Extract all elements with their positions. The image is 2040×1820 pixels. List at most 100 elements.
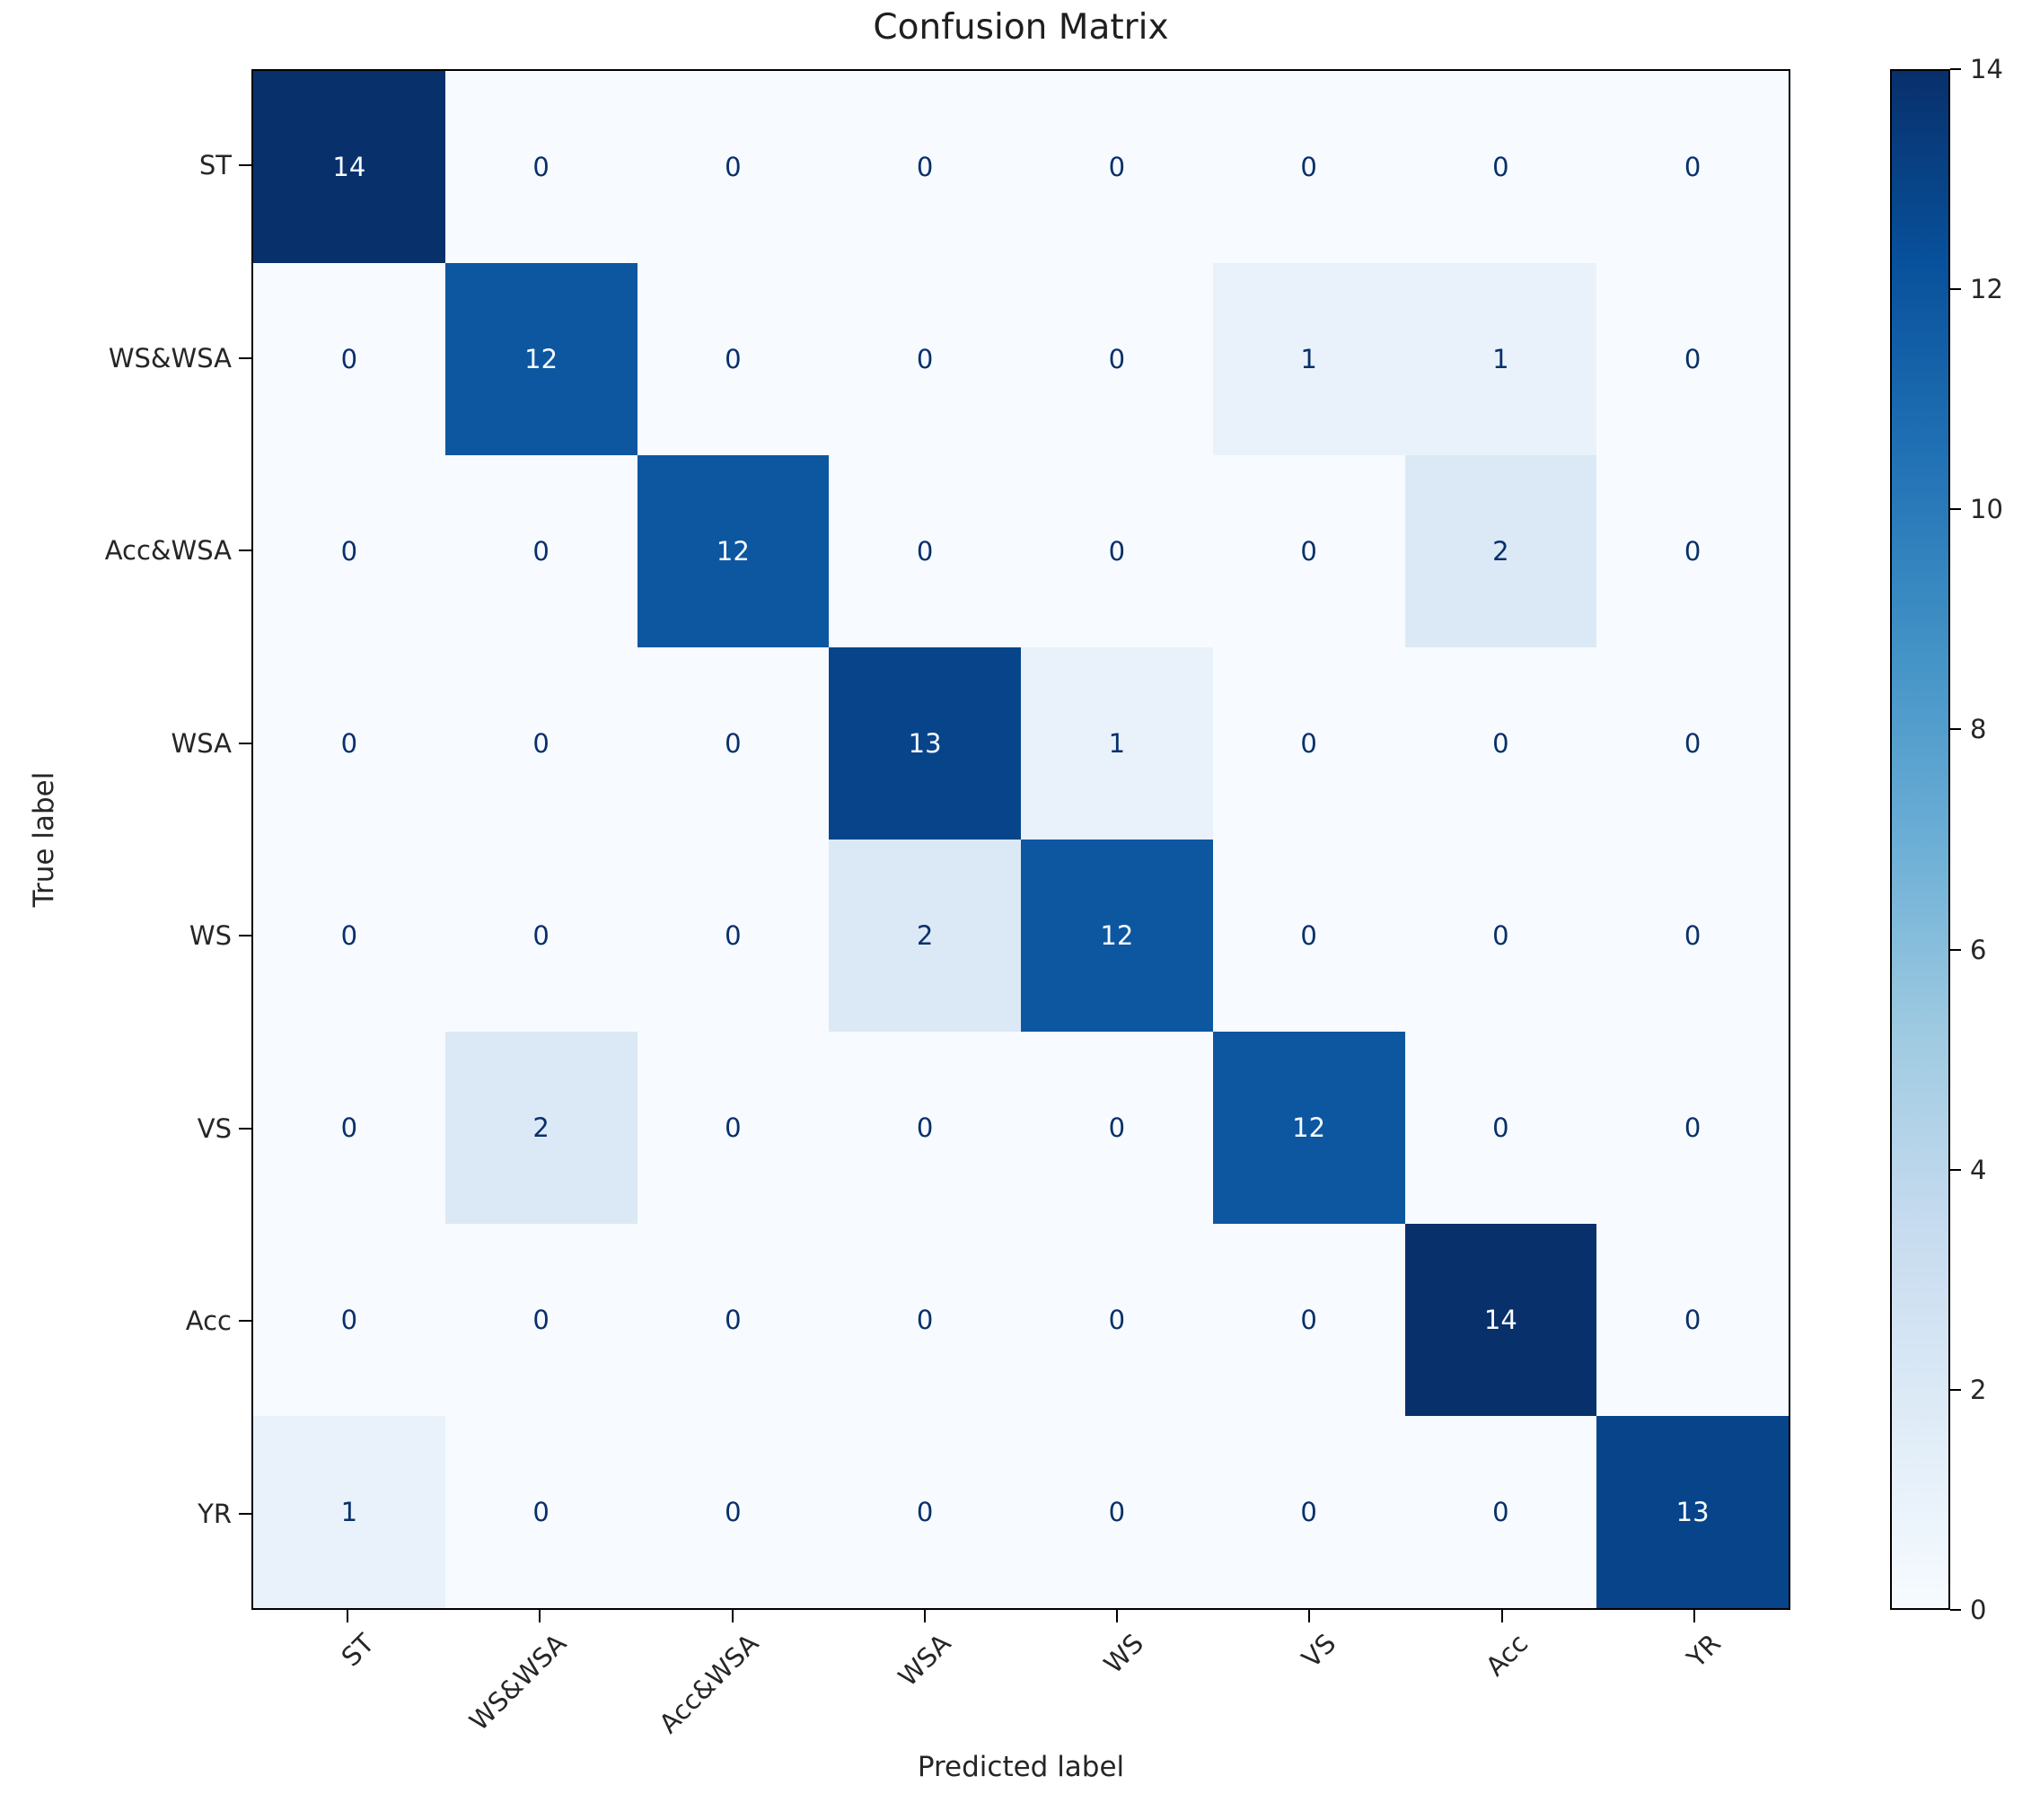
cell-value: 0 [725,920,742,951]
matrix-cell: 0 [444,1224,638,1416]
cell-value: 0 [532,536,550,567]
matrix-cell: 0 [444,1416,638,1608]
matrix-cell: 0 [253,455,445,647]
cell-value: 0 [1300,920,1317,951]
matrix-cell: 0 [1596,455,1789,647]
heatmap-plot-area: 14 0 0 0 0 0 0 0 0 12 0 0 0 1 1 0 0 0 12 0 0 0 2 0 0 0 0 13 1 0 0 0 0 0 0 2… [251,69,1790,1610]
matrix-cell: 0 [1596,1032,1789,1224]
cell-value: 0 [532,1497,550,1527]
colorbar-tick-mark [1950,1168,1961,1171]
cell-value: 0 [532,728,550,759]
cell-value: 0 [532,1305,550,1335]
matrix-cell: 13 [1596,1416,1789,1608]
matrix-cell: 12 [444,263,638,455]
x-tick-mark [1500,1610,1503,1622]
y-axis-label: True label [28,771,60,908]
y-tick-mark [239,1127,251,1130]
matrix-cell: 0 [1404,71,1597,263]
cell-value: 0 [1684,728,1701,759]
matrix-cell: 0 [829,455,1021,647]
y-tick-mark [239,742,251,744]
cell-value: 12 [524,344,558,374]
colorbar-tick-label: 12 [1970,274,2003,305]
matrix-cell: 0 [1021,263,1213,455]
matrix-cell: 2 [829,840,1021,1032]
cell-value: 0 [1300,152,1317,182]
matrix-cell: 0 [1404,1032,1597,1224]
cell-value: 0 [725,344,742,374]
matrix-cell: 0 [1021,1032,1213,1224]
matrix-cell: 0 [1212,840,1405,1032]
x-tick-label: Acc&WSA [653,1628,765,1739]
matrix-cell: 0 [1212,71,1405,263]
matrix-cell: 1 [1212,263,1405,455]
x-tick-label: WS&WSA [463,1628,573,1737]
colorbar-tick-mark [1950,728,1961,731]
matrix-cell: 12 [637,455,830,647]
matrix-cell: 2 [1404,455,1597,647]
y-tick-label: WS [189,920,232,952]
y-tick-label: WS&WSA [108,342,232,374]
matrix-cell: 0 [1021,455,1213,647]
cell-value: 0 [1684,1112,1701,1143]
matrix-cell: 0 [829,1224,1021,1416]
cell-value: 0 [340,1305,358,1335]
cell-value: 0 [916,152,934,182]
cell-value: 0 [1684,1305,1701,1335]
matrix-cell: 0 [829,1032,1021,1224]
cell-value: 1 [1108,728,1126,759]
cell-value: 0 [1108,536,1126,567]
x-tick-mark [539,1610,541,1622]
matrix-cell: 0 [444,840,638,1032]
cell-value: 2 [916,920,934,951]
matrix-cell: 0 [1212,455,1405,647]
cell-value: 0 [725,1112,742,1143]
matrix-cell: 1 [1404,263,1597,455]
matrix-cell: 0 [637,1224,830,1416]
cell-value: 13 [1675,1497,1710,1527]
x-tick-label: YR [1681,1628,1727,1674]
cell-value: 0 [340,920,358,951]
cell-value: 0 [1300,1497,1317,1527]
matrix-cell: 0 [637,71,830,263]
x-tick-mark [923,1610,926,1622]
matrix-cell: 0 [829,1416,1021,1608]
cell-value: 0 [1492,728,1509,759]
matrix-cell: 0 [637,263,830,455]
cell-value: 0 [725,728,742,759]
matrix-cell: 0 [1021,1416,1213,1608]
matrix-cell: 1 [1021,647,1213,840]
cell-value: 0 [532,920,550,951]
cell-value: 0 [1684,920,1701,951]
matrix-cell: 0 [637,1032,830,1224]
y-tick-label: WSA [171,727,232,759]
cell-value: 0 [1492,1497,1509,1527]
matrix-cell: 0 [444,455,638,647]
matrix-cell: 0 [637,647,830,840]
matrix-cell: 0 [1212,1224,1405,1416]
cell-value: 0 [1108,1305,1126,1335]
colorbar-tick-label: 4 [1970,1154,1987,1185]
colorbar-tick-label: 10 [1970,494,2003,525]
cell-value: 0 [916,1497,934,1527]
cell-value: 0 [532,152,550,182]
matrix-cell: 0 [637,1416,830,1608]
matrix-cell: 0 [1404,647,1597,840]
cell-value: 0 [916,344,934,374]
cell-value: 0 [340,728,358,759]
colorbar-tick-label: 6 [1970,934,1987,965]
colorbar-tick-mark [1950,508,1961,511]
matrix-cell: 0 [1596,263,1789,455]
cell-value: 0 [1492,920,1509,951]
y-tick-mark [239,164,251,167]
matrix-cell: 12 [1021,840,1213,1032]
cell-value: 0 [916,1112,934,1143]
matrix-cell: 0 [253,1032,445,1224]
y-tick-label: YR [198,1498,232,1529]
cell-value: 0 [725,1305,742,1335]
matrix-cell: 0 [1021,71,1213,263]
cell-value: 0 [1492,152,1509,182]
x-tick-label: Acc [1480,1628,1534,1683]
x-tick-mark [1693,1610,1695,1622]
